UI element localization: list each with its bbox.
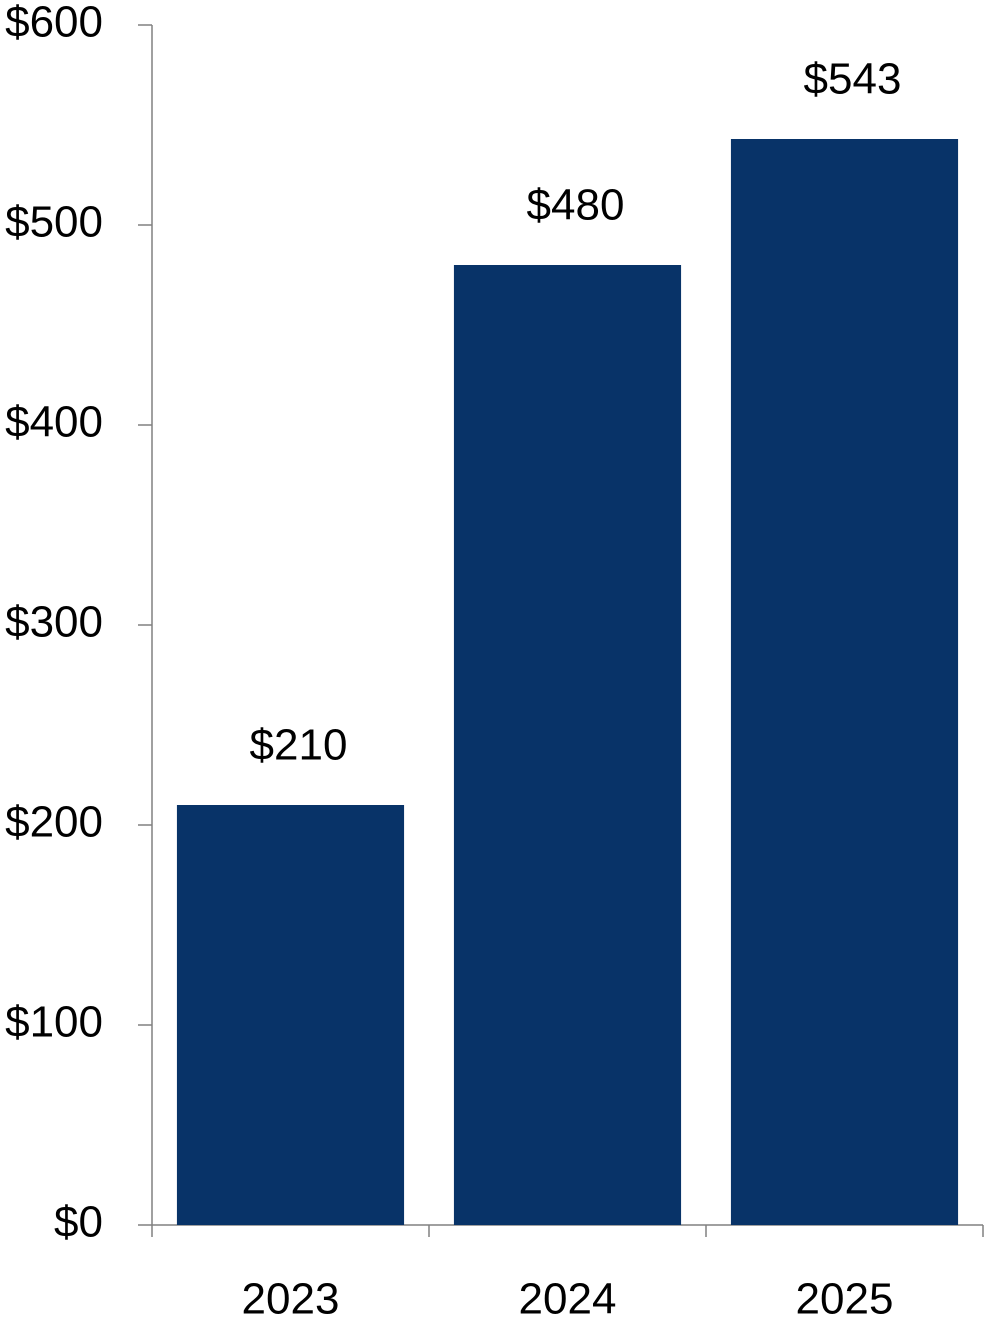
y-tick-label: $300 xyxy=(5,598,103,647)
x-tick-label: 2024 xyxy=(519,1275,617,1324)
x-tick-label: 2023 xyxy=(242,1275,340,1324)
value-label: $210 xyxy=(250,721,348,770)
y-tick-label: $200 xyxy=(5,798,103,847)
bar xyxy=(730,139,959,1225)
y-tick-label: $100 xyxy=(5,998,103,1047)
value-label: $480 xyxy=(527,181,625,230)
value-label: $543 xyxy=(804,55,902,104)
y-tick-label: $600 xyxy=(5,0,103,47)
y-tick-label: $400 xyxy=(5,398,103,447)
x-tick-label: 2025 xyxy=(796,1275,894,1324)
bar xyxy=(453,265,682,1225)
bar xyxy=(176,805,405,1225)
y-tick-label: $0 xyxy=(54,1198,103,1247)
y-tick-label: $500 xyxy=(5,198,103,247)
